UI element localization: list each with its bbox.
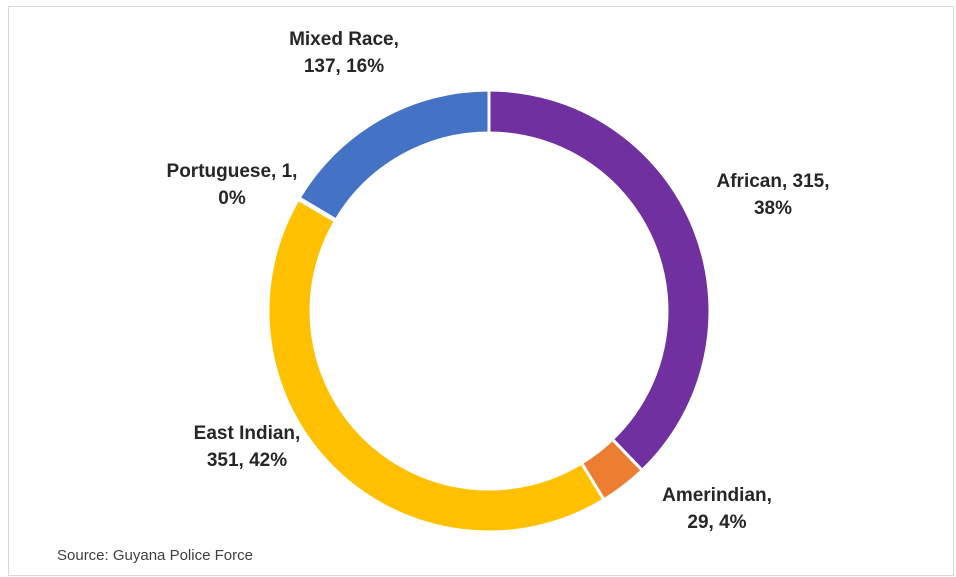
data-label-portuguese: Portuguese, 1, 0% xyxy=(167,161,298,209)
chart-frame: African, 315, 38% Amerindian, 29, 4% East In… xyxy=(8,6,954,576)
data-label-line: Amerindian, xyxy=(662,485,772,506)
data-label-line: 38% xyxy=(754,198,792,219)
data-label-east-indian: East Indian, 351, 42% xyxy=(194,423,301,471)
data-label-line: 351, 42% xyxy=(207,450,287,471)
donut-slice-east-indian xyxy=(266,197,606,534)
data-label-line: East Indian, xyxy=(194,423,301,444)
donut-slice-mixed-race xyxy=(297,88,491,222)
data-label-line: Mixed Race, xyxy=(289,29,399,50)
data-label-amerindian: Amerindian, 29, 4% xyxy=(662,485,772,533)
donut-chart: African, 315, 38% Amerindian, 29, 4% East In… xyxy=(167,29,830,534)
data-label-mixed-race: Mixed Race, 137, 16% xyxy=(289,29,399,77)
data-label-line: Portuguese, 1, xyxy=(167,161,298,182)
data-label-line: 29, 4% xyxy=(687,512,746,533)
source-note: Source: Guyana Police Force xyxy=(57,547,253,564)
data-label-african: African, 315, 38% xyxy=(717,171,830,219)
data-label-line: 137, 16% xyxy=(304,56,384,77)
donut-slice-african xyxy=(487,88,712,473)
data-label-line: 0% xyxy=(218,188,246,209)
data-label-line: African, 315, xyxy=(717,171,830,192)
